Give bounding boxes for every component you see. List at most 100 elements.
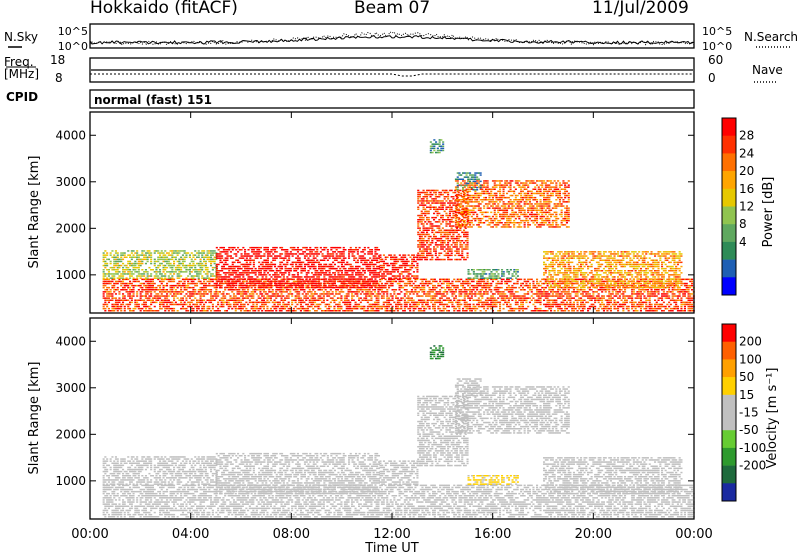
- power-cell: [169, 289, 172, 291]
- power-cell: [372, 305, 375, 308]
- power-cell: [551, 295, 554, 297]
- power-cell: [470, 278, 473, 281]
- power-cell: [348, 257, 351, 259]
- power-cell: [221, 270, 224, 272]
- power-cell: [116, 282, 119, 285]
- power-cell: [372, 293, 375, 295]
- power-cell: [476, 303, 479, 306]
- power-cell: [240, 310, 243, 312]
- power-cell: [481, 293, 484, 295]
- power-cell: [173, 256, 176, 258]
- power-cell: [150, 254, 153, 256]
- power-cell: [190, 280, 193, 283]
- power-cell: [497, 282, 500, 285]
- power-cell: [153, 252, 156, 254]
- power-cell: [282, 259, 285, 261]
- power-cell: [481, 295, 484, 297]
- power-cell: [196, 256, 199, 258]
- power-cell: [197, 299, 200, 301]
- power-cell: [428, 280, 431, 283]
- power-cell: [235, 272, 238, 274]
- nave-tick-bottom: 0: [708, 71, 716, 85]
- power-cell: [447, 286, 450, 289]
- power-cell: [114, 250, 117, 252]
- power-cell: [403, 289, 406, 291]
- power-cell: [343, 299, 346, 301]
- power-cell: [377, 299, 380, 301]
- power-cell: [344, 278, 347, 280]
- power-cell: [225, 310, 228, 312]
- power-cell: [150, 273, 153, 275]
- power-cell: [201, 307, 204, 310]
- power-cell: [622, 305, 625, 308]
- power-cell: [439, 301, 442, 304]
- power-cell: [316, 246, 319, 249]
- power-cell: [196, 284, 199, 287]
- power-cell: [255, 305, 258, 308]
- power-cell: [631, 297, 634, 299]
- power-cell: [389, 293, 392, 295]
- power-cell: [463, 280, 466, 283]
- power-cell: [185, 303, 188, 306]
- power-cell: [263, 261, 266, 264]
- power-cell: [325, 246, 328, 249]
- power-cell: [520, 282, 523, 285]
- power-cell: [340, 307, 343, 310]
- power-cell: [252, 305, 255, 308]
- power-cell: [254, 272, 257, 274]
- power-cell: [309, 280, 312, 282]
- power-cell: [513, 286, 516, 289]
- power-cell: [426, 299, 429, 301]
- power-cell: [254, 251, 257, 253]
- power-cell: [311, 261, 314, 264]
- power-cell: [211, 269, 214, 271]
- power-cell: [127, 295, 130, 297]
- power-cell: [114, 252, 117, 254]
- power-cell: [192, 299, 195, 301]
- power-cell: [316, 276, 319, 278]
- power-cell: [368, 286, 371, 289]
- power-cell: [222, 291, 225, 293]
- power-cell: [380, 295, 383, 297]
- power-cell: [351, 286, 354, 289]
- power-cell: [497, 293, 500, 295]
- power-cell: [188, 273, 191, 275]
- power-cell: [310, 301, 313, 304]
- power-cell: [137, 254, 140, 256]
- power-cell: [314, 253, 317, 255]
- power-cell: [282, 286, 285, 289]
- power-cell: [111, 273, 114, 275]
- power-cell: [652, 291, 655, 293]
- power-cell: [330, 276, 333, 278]
- power-cell: [231, 297, 234, 299]
- power-cell: [240, 257, 243, 259]
- power-cell: [664, 307, 667, 310]
- power-cell: [155, 275, 158, 277]
- power-cell: [143, 303, 146, 306]
- power-cell: [349, 286, 352, 289]
- power-cell: [167, 310, 170, 312]
- power-cell: [141, 289, 144, 291]
- power-cell: [386, 295, 389, 297]
- power-cell: [250, 286, 253, 289]
- power-cell: [592, 291, 595, 293]
- power-cell: [196, 305, 199, 308]
- power-cell: [281, 246, 284, 249]
- power-cell: [349, 301, 352, 304]
- power-cell: [393, 291, 396, 293]
- power-cell: [648, 299, 651, 301]
- power-cell: [346, 272, 349, 274]
- power-cell: [558, 289, 561, 291]
- power-cell: [521, 299, 524, 301]
- power-cell: [183, 271, 186, 273]
- power-cell: [564, 307, 567, 310]
- power-cell: [365, 297, 368, 299]
- power-cell: [608, 301, 611, 304]
- power-cell: [430, 295, 433, 297]
- power-cell: [192, 291, 195, 293]
- power-cell: [155, 286, 158, 289]
- power-cell: [174, 293, 177, 295]
- power-cell: [572, 289, 575, 291]
- power-cell: [192, 310, 195, 312]
- power-cell: [691, 278, 694, 281]
